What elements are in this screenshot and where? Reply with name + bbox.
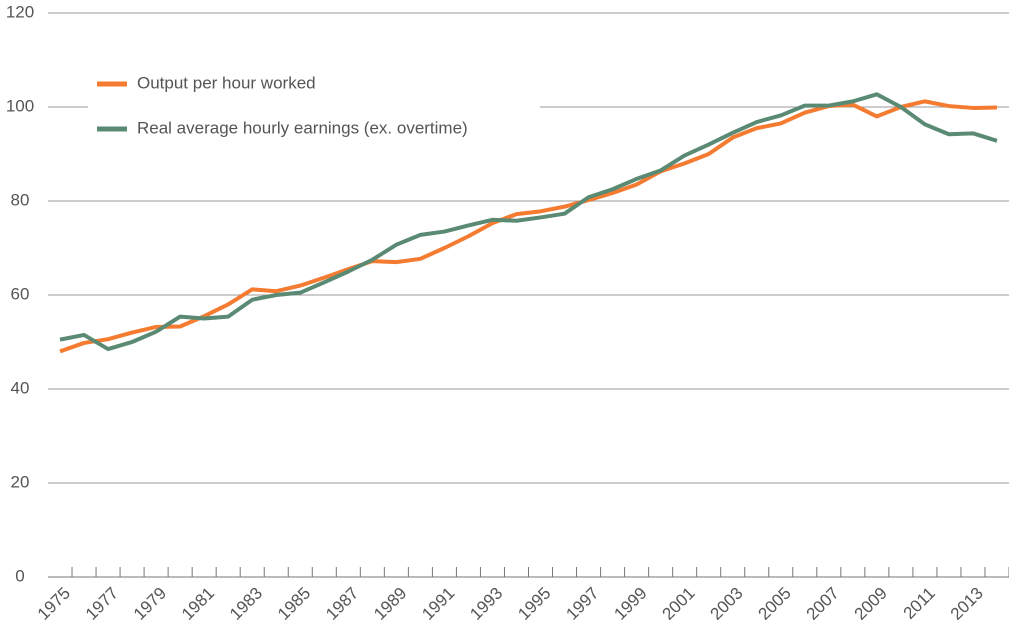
x-tick-label: 1977	[82, 584, 122, 624]
x-tick-label: 1999	[610, 584, 650, 624]
x-tick-label: 1995	[514, 584, 554, 624]
x-tick-label: 2005	[755, 584, 795, 624]
y-tick-label: 80	[11, 190, 30, 209]
legend-label: Real average hourly earnings (ex. overti…	[137, 118, 468, 137]
y-tick-label: 120	[6, 2, 34, 21]
legend-box	[88, 62, 540, 150]
x-tick-label: 2009	[851, 584, 891, 624]
x-tick-label: 2011	[900, 584, 939, 623]
x-tick-label: 2001	[658, 584, 698, 624]
y-tick-label: 20	[11, 472, 30, 491]
x-tick-label: 1981	[178, 584, 218, 624]
x-tick-label: 1993	[466, 584, 506, 624]
x-tick-label: 2007	[803, 584, 843, 624]
y-tick-label: 100	[6, 96, 34, 115]
y-tick-label: 60	[11, 284, 30, 303]
x-tick-label: 1979	[130, 584, 170, 624]
y-tick-label: 0	[15, 566, 24, 585]
x-tick-label: 2013	[947, 584, 987, 624]
series-line	[59, 92, 998, 352]
x-tick-label: 1989	[370, 584, 410, 624]
legend-label: Output per hour worked	[137, 73, 316, 92]
x-tick-label: 1997	[562, 584, 602, 624]
x-tick-label: 1983	[226, 584, 266, 624]
x-tick-label: 1987	[322, 584, 362, 624]
y-tick-label: 40	[11, 378, 30, 397]
x-tick-label: 1985	[274, 584, 314, 624]
x-tick-label: 2003	[707, 584, 747, 624]
x-tick-label: 1991	[418, 584, 458, 624]
x-tick-label: 1975	[34, 584, 74, 624]
